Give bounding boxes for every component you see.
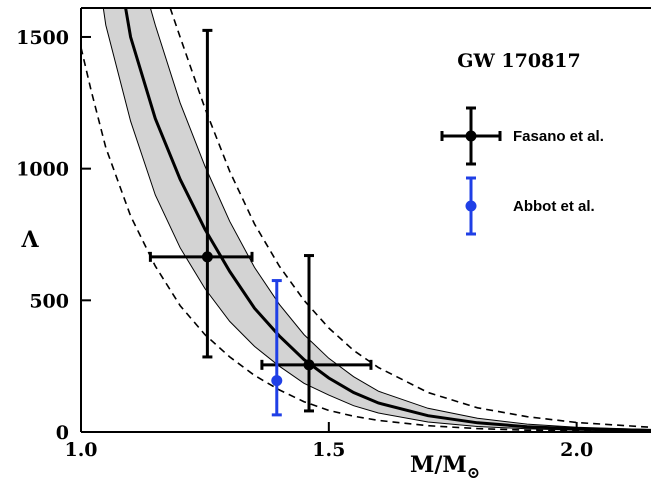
legend-marker: [465, 130, 477, 142]
labels: GW 170817 Λ M/M⊙: [20, 50, 580, 478]
y-axis-label: Λ: [20, 227, 39, 253]
series-curve-dashed-upper: [169, 8, 651, 429]
chart-title: GW 170817: [457, 50, 581, 72]
shaded-band: [103, 8, 651, 432]
y-tick-label: 500: [29, 290, 69, 312]
x-axis-label: M/M⊙: [410, 452, 480, 478]
x-axis-label-subscript: ⊙: [467, 463, 480, 478]
data-point-0: [148, 28, 254, 359]
y-tick-label: 0: [56, 422, 69, 444]
data-point-1: [260, 254, 373, 413]
legend-label: Fasano et al.: [513, 128, 604, 145]
legend-entry-1: Abbot et al.: [465, 176, 595, 236]
series-curve-solid-thick: [124, 8, 651, 432]
y-tick-label: 1500: [16, 27, 69, 49]
plot-area: [81, 8, 651, 432]
x-tick-label: 1.5: [312, 439, 345, 461]
x-axis-label-main: M/M: [410, 452, 467, 478]
series-curve-band-lower: [102, 8, 651, 432]
legend: Fasano et al. Abbot et al.: [440, 106, 604, 236]
data-marker: [303, 359, 315, 371]
series-curve-dashed-lower: [81, 47, 651, 432]
axes: 0 500 1000 1500 1.0 1.5 2.0: [16, 7, 651, 461]
data-marker: [271, 375, 283, 387]
series-curve-band-upper: [149, 8, 651, 431]
y-tick-label: 1000: [16, 159, 69, 181]
x-tick-label: 2.0: [560, 439, 593, 461]
data-point-2: [271, 279, 283, 417]
data-marker: [201, 251, 213, 263]
legend-entry-0: Fasano et al.: [440, 106, 604, 166]
x-tick-label: 1.0: [64, 439, 97, 461]
legend-label: Abbot et al.: [513, 198, 595, 215]
legend-marker: [465, 200, 477, 212]
